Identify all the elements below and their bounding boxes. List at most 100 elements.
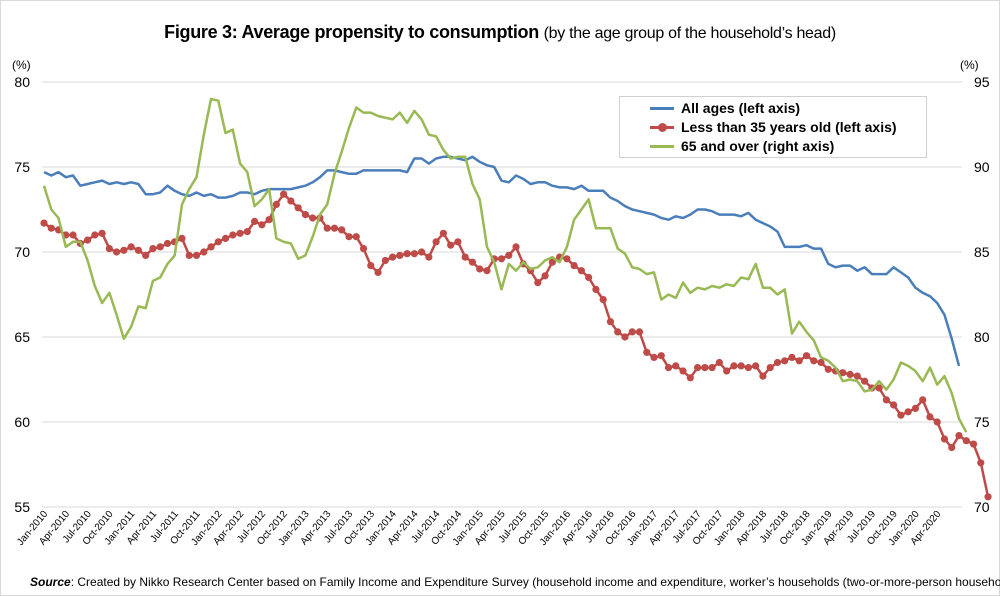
data-point-under-35 bbox=[388, 253, 397, 261]
data-point-under-35 bbox=[599, 296, 607, 304]
data-point-under-35 bbox=[919, 396, 927, 404]
data-point-under-35 bbox=[185, 251, 193, 259]
data-point-under-35 bbox=[737, 362, 745, 370]
data-point-under-35 bbox=[752, 362, 760, 370]
data-point-under-35 bbox=[483, 267, 491, 275]
series-line-under-35 bbox=[43, 192, 990, 498]
data-point-under-35 bbox=[657, 352, 665, 360]
data-point-under-35 bbox=[468, 258, 477, 266]
data-point-under-35 bbox=[563, 255, 571, 263]
data-point-under-35 bbox=[410, 250, 418, 258]
data-point-under-35 bbox=[127, 243, 135, 251]
data-point-under-35 bbox=[788, 353, 796, 361]
data-point-under-35 bbox=[425, 253, 433, 261]
left-axis-tick-label: 70 bbox=[14, 244, 30, 260]
data-point-under-35 bbox=[236, 229, 244, 237]
data-point-under-35 bbox=[163, 239, 172, 248]
right-axis-ticks: 70 75 80 85 90 95 bbox=[974, 74, 990, 515]
data-point-under-35 bbox=[773, 358, 782, 367]
data-point-under-35 bbox=[686, 374, 694, 382]
data-point-under-35 bbox=[113, 248, 121, 256]
data-point-under-35 bbox=[875, 384, 883, 392]
data-point-under-35 bbox=[454, 238, 462, 246]
data-point-under-35 bbox=[272, 200, 280, 208]
chart-title-sub: (by the age group of the household’s hea… bbox=[543, 25, 837, 42]
legend-label: All ages (left axis) bbox=[681, 100, 801, 116]
data-point-under-35 bbox=[476, 265, 484, 273]
data-point-under-35 bbox=[701, 364, 709, 372]
data-point-under-35 bbox=[505, 251, 513, 259]
data-point-under-35 bbox=[294, 204, 302, 212]
data-point-under-35 bbox=[330, 224, 339, 232]
left-axis-tick-label: 80 bbox=[14, 74, 30, 90]
series-line-all-ages bbox=[43, 155, 961, 367]
data-point-under-35 bbox=[693, 364, 702, 372]
data-point-under-35 bbox=[309, 214, 317, 222]
series-line-65-and-over bbox=[42, 97, 968, 433]
data-point-under-35 bbox=[461, 253, 469, 261]
data-point-under-35 bbox=[962, 437, 970, 445]
data-point-under-35 bbox=[606, 318, 615, 326]
data-point-under-35 bbox=[723, 367, 731, 375]
data-point-under-35 bbox=[708, 364, 716, 372]
data-point-under-35 bbox=[359, 245, 368, 253]
data-point-under-35 bbox=[817, 358, 825, 367]
data-point-under-35 bbox=[447, 241, 455, 249]
series-lines bbox=[40, 97, 992, 501]
data-point-under-35 bbox=[715, 358, 723, 367]
data-point-under-35 bbox=[134, 246, 143, 254]
data-point-under-35 bbox=[47, 224, 55, 232]
data-point-under-35 bbox=[214, 238, 222, 246]
data-point-under-35 bbox=[766, 364, 774, 372]
data-point-under-35 bbox=[396, 251, 404, 259]
data-point-under-35 bbox=[105, 245, 113, 253]
data-point-under-35 bbox=[802, 352, 811, 360]
data-point-under-35 bbox=[860, 377, 869, 385]
data-point-under-35 bbox=[497, 255, 506, 263]
data-point-under-35 bbox=[367, 262, 375, 270]
data-point-under-35 bbox=[156, 243, 164, 251]
chart-title: Figure 3: Average propensity to consumpt… bbox=[0, 22, 1000, 43]
data-point-under-35 bbox=[824, 365, 832, 373]
data-point-under-35 bbox=[853, 372, 861, 380]
data-point-under-35 bbox=[345, 233, 353, 241]
right-axis-tick-label: 95 bbox=[974, 74, 990, 90]
legend-swatch-under-35 bbox=[650, 122, 674, 132]
data-point-under-35 bbox=[200, 248, 208, 256]
data-point-under-35 bbox=[83, 236, 92, 244]
data-point-under-35 bbox=[984, 493, 992, 501]
legend-item-under-35: Less than 35 years old (left axis) bbox=[650, 118, 897, 136]
data-point-under-35 bbox=[635, 328, 644, 336]
data-point-under-35 bbox=[933, 418, 941, 426]
right-axis-unit: (%) bbox=[960, 58, 979, 72]
left-axis-ticks: 55 60 65 70 75 80 bbox=[14, 74, 30, 515]
data-point-under-35 bbox=[577, 267, 585, 275]
data-point-under-35 bbox=[969, 440, 978, 448]
data-point-under-35 bbox=[381, 256, 389, 265]
data-point-under-35 bbox=[374, 268, 382, 276]
data-point-under-35 bbox=[192, 251, 201, 259]
data-point-under-35 bbox=[650, 353, 658, 361]
right-axis-tick-label: 75 bbox=[974, 414, 990, 430]
data-point-under-35 bbox=[795, 357, 803, 365]
data-point-under-35 bbox=[142, 251, 150, 259]
data-point-under-35 bbox=[621, 333, 629, 341]
data-point-under-35 bbox=[904, 408, 912, 416]
legend-label: Less than 35 years old (left axis) bbox=[681, 119, 897, 135]
data-point-under-35 bbox=[69, 231, 77, 239]
legend-item-65-over: 65 and over (right axis) bbox=[650, 137, 834, 155]
data-point-under-35 bbox=[541, 272, 549, 280]
legend-label: 65 and over (right axis) bbox=[681, 138, 835, 154]
data-point-under-35 bbox=[592, 285, 600, 293]
data-point-under-35 bbox=[432, 238, 440, 246]
data-point-under-35 bbox=[221, 234, 230, 242]
data-point-under-35 bbox=[585, 273, 593, 282]
left-axis-tick-label: 65 bbox=[14, 329, 30, 345]
data-point-under-35 bbox=[323, 224, 331, 232]
data-point-under-35 bbox=[810, 357, 818, 365]
data-point-under-35 bbox=[98, 229, 106, 237]
data-point-under-35 bbox=[730, 362, 738, 370]
data-point-under-35 bbox=[679, 367, 687, 375]
data-point-under-35 bbox=[977, 459, 985, 467]
